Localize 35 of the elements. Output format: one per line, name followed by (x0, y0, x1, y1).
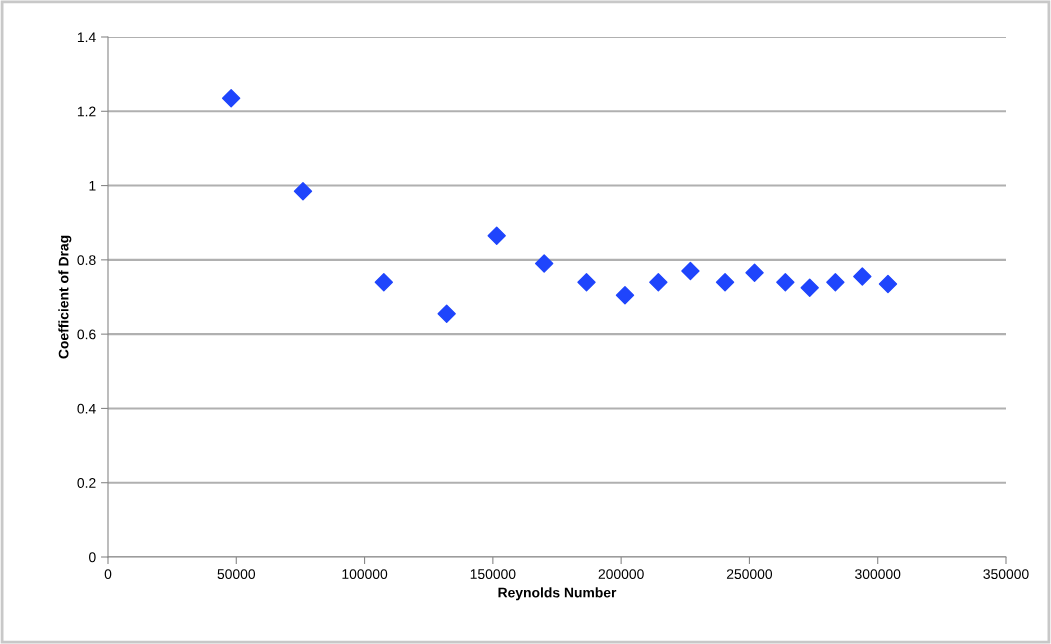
x-tick-label: 250000 (726, 569, 773, 580)
y-tick-label: 0.2 (77, 478, 96, 488)
y-tick-label: 1.4 (77, 32, 96, 43)
point (853, 267, 872, 286)
x-tick-label: 300000 (855, 569, 901, 580)
point (649, 272, 668, 292)
point (534, 254, 554, 273)
x-tick-label: 0 (104, 569, 112, 580)
point (800, 278, 819, 297)
point (615, 285, 635, 305)
y-tick-label: 0.6 (77, 329, 96, 340)
x-tick-label: 50000 (217, 569, 256, 580)
point (776, 272, 795, 292)
y-tick-label: 1 (89, 181, 96, 191)
point (826, 272, 845, 292)
x-tick-label: 350000 (983, 569, 1029, 580)
y-tick-label: 0 (89, 552, 96, 563)
point (487, 226, 506, 245)
point (745, 263, 764, 283)
x-tick-label: 150000 (470, 569, 516, 580)
x-axis-title: Reynolds Number (498, 587, 617, 601)
x-tick-label: 200000 (598, 569, 644, 580)
point (878, 274, 898, 294)
y-axis-title: Coefficient of Drag (58, 235, 72, 359)
x-tick-label: 100000 (342, 569, 388, 580)
y-tick-label: 0.4 (77, 403, 96, 414)
point (715, 272, 735, 292)
point (374, 272, 394, 292)
y-tick-label: 1.2 (77, 106, 96, 117)
point (681, 261, 700, 281)
point (437, 304, 456, 323)
y-tick-label: 0.8 (77, 255, 96, 266)
point (293, 181, 313, 201)
point (221, 89, 241, 108)
point (577, 272, 596, 292)
